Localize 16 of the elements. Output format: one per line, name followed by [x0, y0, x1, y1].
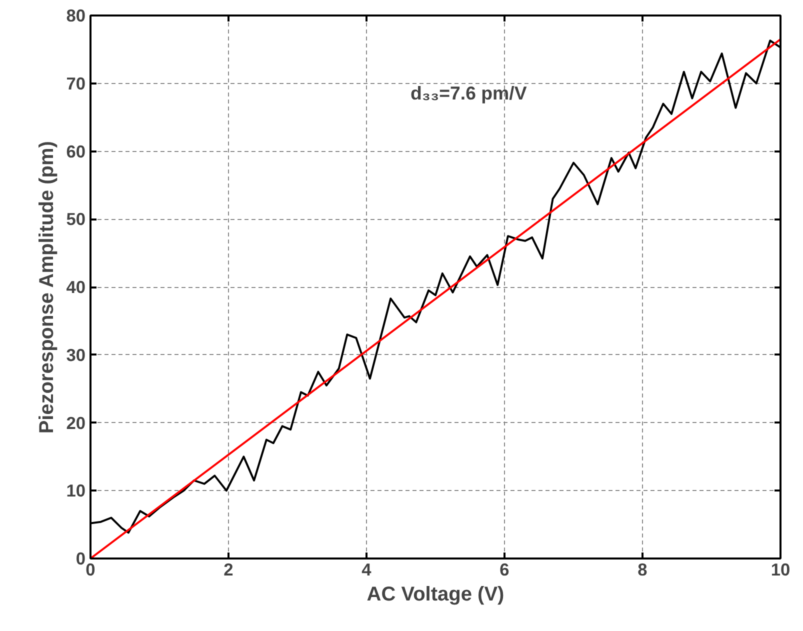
y-tick-label: 80: [66, 6, 86, 26]
x-tick-label: 2: [224, 560, 234, 580]
y-tick-label: 10: [66, 480, 86, 501]
y-tick-label: 60: [66, 141, 86, 162]
x-tick-label: 10: [770, 560, 790, 580]
y-tick-label: 20: [66, 412, 86, 433]
x-tick-label: 6: [500, 560, 510, 580]
x-tick-label: 8: [638, 560, 648, 580]
y-tick-label: 40: [66, 277, 86, 297]
y-axis-title: Piezoresponse Amplitude (pm): [36, 141, 58, 434]
annotation: d₃₃=7.6 pm/V: [410, 82, 528, 104]
x-axis-title: AC Voltage (V): [366, 584, 504, 606]
y-tick-label: 30: [66, 344, 86, 365]
y-tick-label: 70: [66, 73, 86, 94]
y-tick-label: 50: [66, 209, 86, 230]
x-tick-label: 4: [362, 560, 372, 580]
